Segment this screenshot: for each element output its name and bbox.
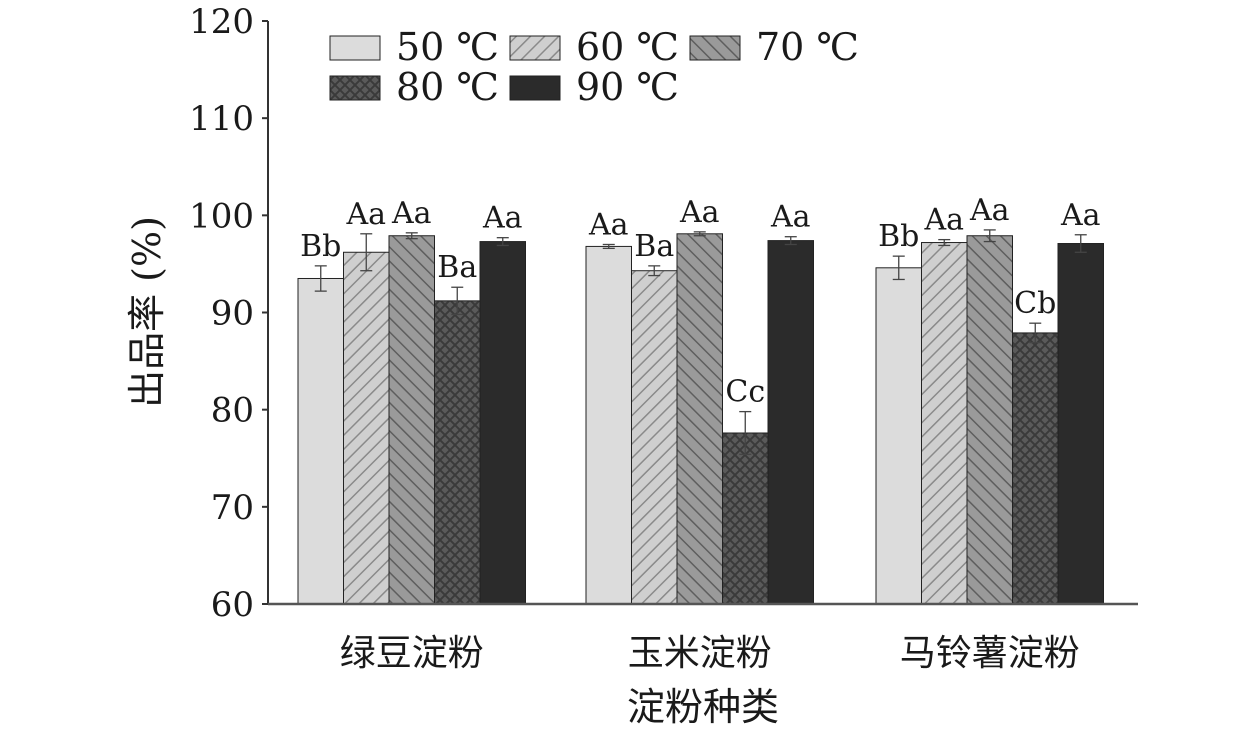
error-bar-1-4 [451,286,464,316]
data-label-3-2: Aa [923,203,964,238]
legend-label-1: 50 ℃ [396,25,499,69]
bar-1-2 [343,251,390,605]
data-label-3-3: Aa [969,193,1010,228]
y-axis-title: 出品率 (%) [125,216,169,408]
bar-2-5 [767,240,814,605]
error-bar-3-4 [1029,322,1042,344]
data-label-3-1: Bb [878,219,919,254]
error-bars-group [314,229,1087,456]
y-tick-label-60: 60 [211,585,254,625]
y-tick-label-110: 110 [189,99,254,139]
x-category-label-2: 玉米淀粉 [628,633,772,674]
error-bar-1-5 [496,237,509,247]
error-bar-2-1 [602,243,615,250]
error-bar-3-1 [892,255,905,281]
error-bar-2-2 [648,265,661,277]
legend-item-5: 90 ℃ [509,65,679,109]
error-bar-3-5 [1074,234,1087,253]
error-bar-1-1 [314,265,327,292]
bar-3-4 [1012,332,1059,605]
y-tick-label-100: 100 [189,196,254,236]
bar-1-3 [388,235,435,605]
bar-1-4 [434,300,481,605]
legend-swatch-2 [509,35,561,61]
data-label-3-5: Aa [1060,198,1101,233]
error-bar-3-2 [938,238,951,247]
legend-item-1: 50 ℃ [329,25,499,69]
y-tick-label-120: 120 [189,2,254,42]
y-tick-label-80: 80 [211,391,254,431]
bar-1-1 [297,277,344,605]
x-category-label-3: 马铃薯淀粉 [900,633,1080,674]
legend-swatch-5 [509,75,561,101]
legend-item-2: 60 ℃ [509,25,679,69]
bar-2-3 [676,233,723,605]
legend-item-4: 80 ℃ [329,65,499,109]
legend-swatch-1 [329,35,381,61]
y-tick-label-70: 70 [211,488,254,528]
bar-3-2 [921,242,968,605]
bar-1-5 [479,241,526,605]
data-label-2-5: Aa [770,200,811,235]
data-label-3-4: Cb [1014,286,1056,321]
legend-swatch-4 [329,75,381,101]
error-bar-2-3 [693,231,706,237]
data-label-1-1: Bb [300,229,341,264]
data-label-2-1: Aa [588,207,629,242]
error-bar-1-2 [360,233,373,272]
data-label-1-3: Aa [391,196,432,231]
legend-swatch-3 [689,35,741,61]
bar-2-4 [722,432,769,605]
axes-group: 60 70 80 90 100 110 120 绿豆淀粉 玉米淀粉 马铃薯淀粉 [189,2,1138,674]
x-axis-title: 淀粉种类 [627,685,779,729]
data-label-1-2: Aa [345,197,386,232]
data-label-1-4: Ba [437,250,477,285]
legend-item-3: 70 ℃ [689,25,859,69]
data-label-2-4: Cc [725,375,765,410]
bar-2-1 [585,245,632,605]
error-bar-1-3 [405,232,418,240]
data-label-2-2: Ba [634,229,674,264]
error-bar-2-5 [784,236,797,246]
bars-group [297,233,1104,605]
legend-label-5: 90 ℃ [576,65,679,109]
legend: 50 ℃ 60 ℃ 70 ℃ 80 ℃ 90 ℃ [329,25,859,109]
legend-label-2: 60 ℃ [576,25,679,69]
error-bar-3-3 [983,229,996,243]
legend-label-3: 70 ℃ [756,25,859,69]
data-label-2-3: Aa [679,195,720,230]
bar-3-5 [1057,243,1104,605]
data-label-1-5: Aa [482,201,523,236]
y-tick-label-90: 90 [211,294,254,334]
bar-2-2 [631,270,678,605]
bar-3-3 [966,235,1013,605]
x-category-label-1: 绿豆淀粉 [340,633,484,674]
legend-label-4: 80 ℃ [396,65,499,109]
bar-3-1 [875,267,922,605]
error-bar-2-4 [739,410,752,456]
